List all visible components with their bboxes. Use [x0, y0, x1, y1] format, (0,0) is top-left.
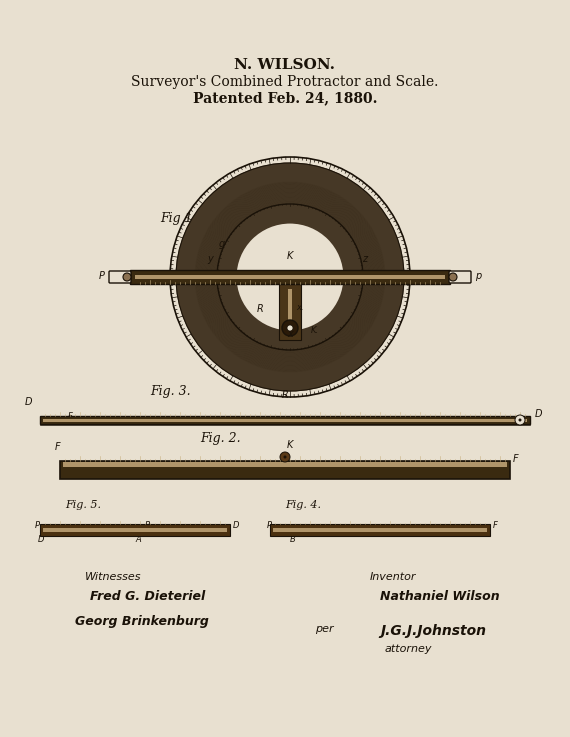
FancyBboxPatch shape — [449, 271, 471, 283]
Bar — [63, 462, 507, 467]
Text: K: K — [287, 440, 293, 450]
Text: x: x — [287, 329, 293, 339]
Circle shape — [519, 419, 522, 422]
Text: Fig. 4.: Fig. 4. — [285, 500, 321, 510]
Bar — [43, 419, 527, 422]
Text: A: A — [135, 535, 141, 544]
Bar — [130, 270, 450, 284]
Text: Georg Brinkenburg: Georg Brinkenburg — [75, 615, 209, 628]
Bar — [43, 528, 227, 532]
Text: attorney: attorney — [385, 644, 433, 654]
Bar — [273, 528, 487, 532]
Text: D: D — [38, 535, 44, 544]
Text: P: P — [35, 521, 40, 530]
Text: Fred G. Dieteriel: Fred G. Dieteriel — [90, 590, 205, 603]
Text: Witnesses: Witnesses — [85, 572, 141, 582]
Circle shape — [282, 320, 298, 336]
Bar — [60, 461, 510, 479]
Text: B: B — [290, 535, 296, 544]
Text: D: D — [233, 521, 239, 530]
Bar — [135, 275, 445, 279]
Circle shape — [287, 325, 293, 331]
Text: y: y — [207, 254, 213, 264]
Text: Surveyor's Combined Protractor and Scale.: Surveyor's Combined Protractor and Scale… — [131, 75, 439, 89]
Text: Fig 1: Fig 1 — [160, 212, 193, 225]
Text: P: P — [99, 271, 105, 281]
Text: P: P — [267, 521, 272, 530]
Text: Inventor: Inventor — [370, 572, 417, 582]
FancyBboxPatch shape — [109, 271, 131, 283]
Text: J.G.J.Johnston: J.G.J.Johnston — [380, 624, 486, 638]
Text: per: per — [315, 624, 333, 634]
Text: Fig. 3.: Fig. 3. — [150, 385, 190, 398]
Bar — [288, 289, 292, 335]
Text: D: D — [25, 397, 32, 407]
Text: F: F — [55, 442, 60, 452]
Circle shape — [123, 273, 131, 281]
Text: F: F — [68, 412, 72, 421]
Text: N. WILSON.: N. WILSON. — [234, 58, 336, 72]
Text: p: p — [475, 271, 481, 281]
Text: Patented Feb. 24, 1880.: Patented Feb. 24, 1880. — [193, 91, 377, 105]
Text: Nathaniel Wilson: Nathaniel Wilson — [380, 590, 500, 603]
Bar — [279, 284, 301, 340]
Bar — [40, 416, 530, 424]
Circle shape — [449, 273, 457, 281]
Text: D: D — [535, 409, 543, 419]
Text: F: F — [513, 454, 519, 464]
Bar — [40, 524, 230, 536]
Text: Fig. 5.: Fig. 5. — [65, 500, 101, 510]
Text: Fig. 2.: Fig. 2. — [200, 432, 241, 445]
Circle shape — [283, 455, 287, 458]
Text: K.: K. — [311, 326, 319, 335]
Text: R: R — [256, 304, 263, 314]
Text: K: K — [287, 251, 293, 261]
Text: x.: x. — [296, 303, 304, 312]
Text: z: z — [363, 254, 368, 264]
Text: R: R — [282, 390, 288, 400]
Circle shape — [280, 452, 290, 462]
Text: g: g — [219, 239, 225, 249]
Text: F: F — [493, 521, 498, 530]
Circle shape — [515, 415, 525, 425]
Text: R: R — [145, 521, 151, 530]
Bar — [270, 524, 490, 536]
